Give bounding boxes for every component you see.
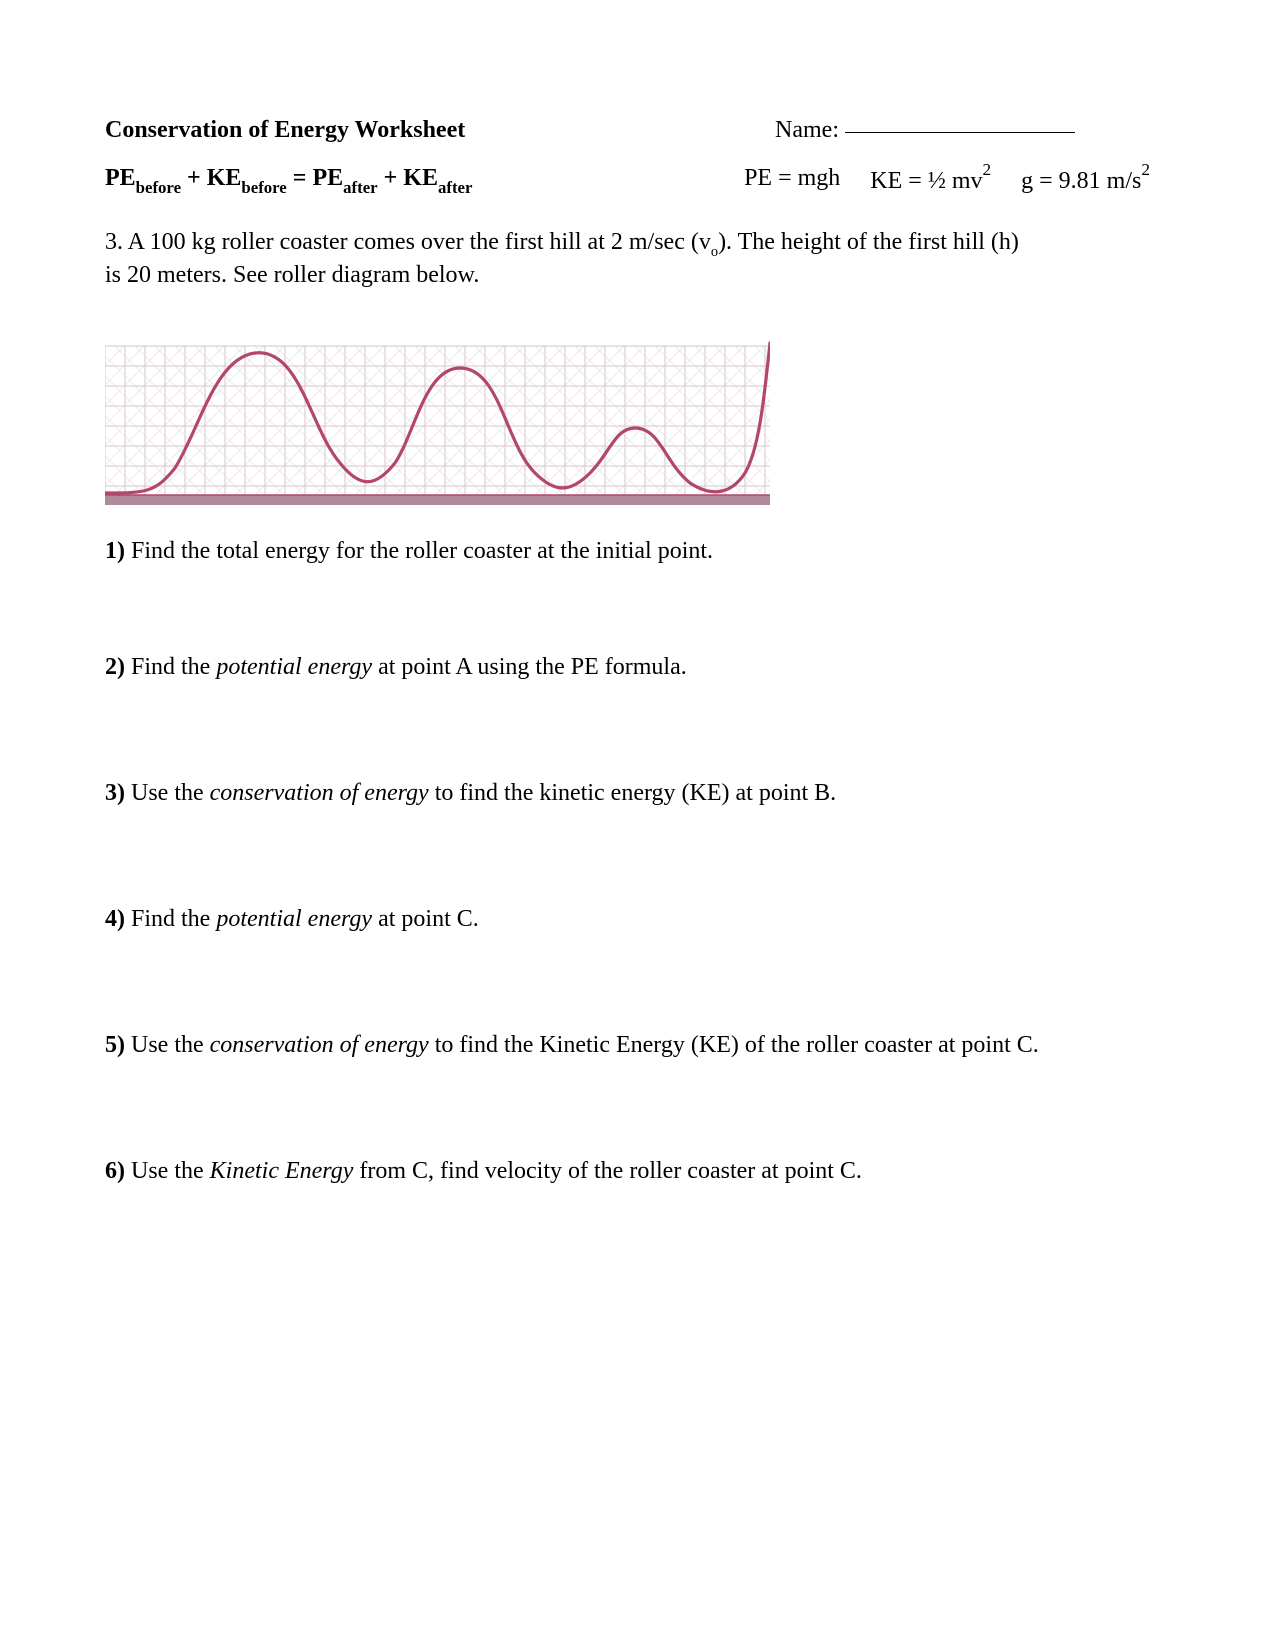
ke-formula: KE = ½ mv2 bbox=[870, 163, 991, 196]
worksheet-title: Conservation of Energy Worksheet bbox=[105, 115, 465, 145]
formula-row: PEbefore + KEbefore = PEafter + KEafter … bbox=[105, 163, 1170, 197]
reference-formulas: PE = mgh KE = ½ mv2 g = 9.81 m/s2 bbox=[744, 163, 1150, 196]
header-row: Conservation of Energy Worksheet Name: bbox=[105, 115, 1170, 145]
name-label: Name: bbox=[775, 115, 839, 145]
pe-formula: PE = mgh bbox=[744, 163, 840, 196]
question-3: 3) Use the conservation of energy to fin… bbox=[105, 778, 1170, 808]
question-5: 5) Use the conservation of energy to fin… bbox=[105, 1030, 1170, 1060]
worksheet-page: Conservation of Energy Worksheet Name: P… bbox=[0, 0, 1275, 1651]
problem-intro: 3. A 100 kg roller coaster comes over th… bbox=[105, 227, 1170, 290]
question-2: 2) Find the potential energy at point A … bbox=[105, 652, 1170, 682]
g-constant: g = 9.81 m/s2 bbox=[1021, 163, 1150, 196]
name-field: Name: bbox=[775, 115, 1075, 145]
diagram-svg bbox=[105, 298, 770, 528]
name-blank-line bbox=[845, 132, 1075, 133]
question-1: 1) Find the total energy for the roller … bbox=[105, 536, 1170, 566]
question-4: 4) Find the potential energy at point C. bbox=[105, 904, 1170, 934]
conservation-equation: PEbefore + KEbefore = PEafter + KEafter bbox=[105, 163, 472, 197]
question-6: 6) Use the Kinetic Energy from C, find v… bbox=[105, 1156, 1170, 1186]
roller-coaster-diagram bbox=[105, 298, 1170, 528]
